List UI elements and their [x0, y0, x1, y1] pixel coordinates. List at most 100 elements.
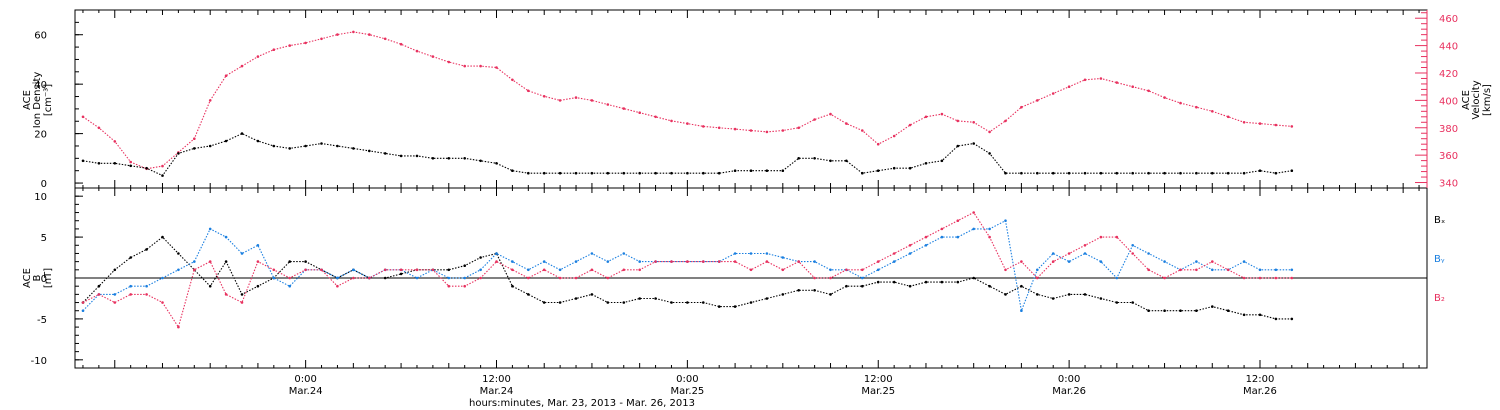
velocity-point — [304, 41, 307, 45]
density-point — [1004, 171, 1007, 175]
by-point — [1211, 268, 1214, 272]
density-point — [908, 166, 912, 170]
bx-point — [1020, 284, 1023, 288]
bx-point — [463, 264, 467, 268]
bx-point — [1179, 309, 1182, 313]
density-point — [431, 157, 435, 160]
density-point — [829, 159, 832, 163]
bz-point — [1004, 268, 1007, 272]
panel1-left-label-line3: [cm⁻³] — [43, 84, 54, 116]
velocity-point — [813, 118, 816, 121]
velocity-point — [129, 160, 132, 164]
by-point — [208, 227, 212, 231]
bx-point — [256, 284, 260, 288]
x-tick-time-label: 0:00 — [1058, 374, 1080, 385]
by-point — [781, 256, 785, 259]
by-point — [240, 252, 244, 255]
velocity-point — [399, 42, 403, 46]
density-point — [527, 171, 530, 175]
bz-point — [177, 325, 180, 329]
bx-point — [1036, 293, 1039, 296]
by-point — [622, 252, 626, 255]
density-point — [654, 171, 657, 175]
velocity-point — [797, 126, 800, 130]
bx-point — [399, 272, 403, 276]
bz-point — [1115, 235, 1119, 239]
density-point — [1099, 171, 1103, 175]
bx-point — [702, 301, 705, 304]
bx-point — [1290, 317, 1294, 321]
by-point — [256, 244, 260, 247]
panel1-right-label-line1: ACE — [1461, 90, 1472, 110]
velocity-tick-label: 460 — [1439, 14, 1458, 25]
density-point — [558, 171, 562, 175]
density-point — [1290, 169, 1294, 172]
density-point — [956, 144, 960, 148]
bx-point — [1242, 313, 1246, 317]
panel2-ytick-label: -5 — [37, 315, 47, 326]
density-point — [1258, 169, 1262, 172]
bz-point — [876, 260, 880, 263]
density-point — [113, 162, 117, 165]
velocity-point — [908, 123, 912, 127]
bx-point — [972, 276, 975, 280]
bz-point — [733, 260, 737, 263]
bx-point — [765, 297, 769, 300]
bx-point — [781, 293, 785, 296]
density-point — [1020, 171, 1023, 175]
velocity-point — [829, 112, 832, 116]
velocity-point — [447, 60, 451, 64]
panel1-right-label-line2: Velocity — [1471, 80, 1482, 119]
density-point — [129, 164, 132, 168]
by-point — [511, 260, 514, 263]
velocity-tick-label: 360 — [1439, 151, 1458, 162]
bx-point — [479, 256, 482, 259]
bx-point — [542, 301, 546, 304]
x-tick-date-label: Mar.24 — [480, 386, 514, 397]
bz-point — [161, 301, 164, 304]
bz-point — [590, 268, 594, 272]
bz-point — [908, 244, 912, 247]
density-point — [717, 171, 721, 175]
density-point — [447, 157, 451, 160]
bz-point — [940, 227, 944, 231]
velocity-point — [240, 64, 244, 68]
bz-point — [463, 284, 467, 288]
velocity-point — [208, 99, 212, 102]
bz-point — [304, 268, 307, 272]
by-point — [924, 244, 928, 247]
panel1-right-label-line3: [km/s] — [1482, 84, 1493, 116]
bz-point — [1274, 276, 1278, 280]
velocity-point — [988, 130, 991, 134]
velocity-point — [1131, 85, 1134, 88]
velocity-point — [542, 95, 546, 98]
bz-point — [892, 252, 896, 255]
by-point — [1051, 252, 1055, 255]
bz-point — [1195, 268, 1198, 272]
by-point — [1020, 309, 1023, 313]
by-point — [940, 235, 944, 239]
velocity-point — [686, 122, 689, 125]
bx-point — [304, 260, 307, 263]
bz-point — [558, 276, 562, 280]
velocity-point — [463, 64, 467, 68]
panel2-ytick-label: 10 — [34, 192, 47, 203]
velocity-point — [574, 96, 578, 99]
bx-point — [145, 248, 148, 251]
bx-point — [590, 293, 594, 296]
density-point — [733, 169, 737, 172]
by-point — [447, 276, 451, 280]
by-point — [749, 252, 753, 255]
density-point — [590, 171, 594, 175]
by-point — [1258, 268, 1262, 272]
bz-point — [813, 276, 816, 280]
density-point — [1274, 171, 1278, 175]
bx-point — [829, 293, 832, 296]
velocity-point — [1036, 99, 1039, 102]
density-point — [1226, 171, 1230, 175]
by-point — [1099, 260, 1103, 263]
density-point — [813, 157, 816, 160]
velocity-point — [1290, 125, 1294, 128]
velocity-point — [940, 112, 944, 116]
by-point — [113, 293, 117, 296]
